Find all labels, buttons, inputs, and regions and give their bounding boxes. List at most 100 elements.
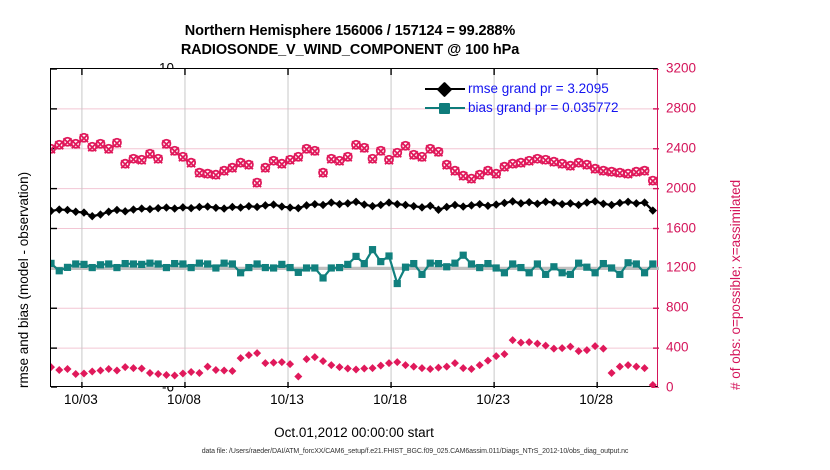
data-marker: [582, 198, 592, 207]
data-marker: [138, 260, 146, 268]
y-tick-label-right: 1200: [666, 259, 697, 275]
chart-legend: rmse grand pr = 3.2095 bias grand pr = 0.…: [425, 79, 619, 117]
legend-item-bias[interactable]: bias grand pr = 0.035772: [425, 98, 619, 117]
data-marker: [401, 361, 410, 370]
data-marker: [491, 169, 501, 179]
data-marker: [220, 259, 228, 267]
data-marker: [623, 169, 633, 179]
data-marker: [79, 132, 89, 143]
data-marker: [442, 362, 451, 371]
data-marker: [104, 365, 113, 374]
data-marker: [51, 259, 55, 267]
data-marker: [169, 145, 180, 156]
data-marker: [517, 263, 525, 272]
data-marker: [599, 259, 607, 268]
data-marker: [335, 263, 344, 272]
data-marker: [483, 166, 493, 176]
data-marker: [88, 211, 97, 221]
data-marker: [252, 202, 262, 212]
y-tick-label-right: 1600: [666, 220, 697, 235]
data-marker: [96, 210, 105, 219]
data-marker: [334, 156, 345, 166]
data-marker: [458, 171, 468, 181]
data-marker: [318, 168, 328, 178]
data-marker: [648, 176, 658, 186]
data-marker: [327, 264, 335, 272]
data-marker: [219, 166, 229, 176]
x-tick-label: 10/03: [64, 392, 98, 407]
data-marker: [88, 367, 97, 376]
data-marker: [145, 369, 154, 378]
x-tick-label: 10/08: [167, 392, 201, 407]
data-marker: [467, 260, 476, 268]
x-tick-label: 10/18: [373, 392, 407, 407]
data-marker: [417, 151, 427, 162]
data-marker: [541, 155, 551, 165]
data-marker: [417, 203, 427, 212]
data-marker: [219, 204, 229, 213]
data-marker: [327, 198, 336, 207]
data-marker: [376, 146, 386, 156]
data-marker: [72, 260, 80, 268]
data-marker: [51, 206, 56, 216]
data-marker: [434, 205, 443, 214]
data-marker: [375, 145, 386, 156]
data-marker: [393, 199, 402, 209]
data-marker: [63, 263, 72, 271]
data-marker: [500, 269, 509, 277]
data-marker: [648, 206, 658, 215]
legend-swatch-diamond-icon: [425, 81, 465, 97]
data-marker: [525, 338, 534, 347]
data-marker: [269, 264, 278, 272]
data-marker: [310, 353, 319, 362]
data-marker: [252, 177, 263, 188]
data-marker: [244, 160, 254, 170]
data-marker: [318, 200, 328, 210]
data-marker: [466, 174, 477, 184]
data-marker: [277, 358, 286, 367]
data-marker: [227, 163, 238, 173]
data-marker: [55, 366, 64, 375]
y-tick-label-right: 0: [666, 379, 674, 395]
data-marker: [228, 260, 236, 268]
data-marker: [80, 260, 88, 268]
data-marker: [71, 139, 81, 149]
data-marker: [51, 363, 55, 372]
data-marker: [433, 147, 444, 157]
data-marker: [103, 143, 114, 154]
data-marker: [549, 157, 559, 167]
data-marker: [484, 259, 492, 268]
data-marker: [55, 267, 63, 275]
data-marker: [178, 152, 188, 162]
data-marker: [153, 153, 164, 164]
data-marker: [647, 175, 658, 186]
data-marker: [581, 159, 592, 170]
data-marker: [170, 371, 179, 380]
data-marker: [112, 366, 121, 375]
legend-item-rmse[interactable]: rmse grand pr = 3.2095: [425, 79, 619, 98]
y-tick-label-right: 2400: [666, 140, 697, 156]
data-marker: [96, 261, 105, 269]
data-marker: [54, 140, 64, 150]
y-tick-label-right: 3200: [666, 60, 697, 76]
data-marker: [319, 274, 327, 282]
data-marker: [615, 198, 625, 208]
data-marker: [491, 200, 501, 209]
data-marker: [71, 207, 80, 216]
data-marker: [624, 361, 633, 370]
data-marker: [575, 259, 583, 267]
data-marker: [441, 159, 452, 170]
data-marker: [96, 366, 105, 375]
x-tick-label: 10/13: [270, 392, 304, 407]
data-marker: [252, 178, 262, 188]
data-marker: [161, 139, 172, 149]
data-marker: [171, 259, 179, 268]
data-marker: [459, 202, 468, 211]
data-marker: [162, 263, 171, 272]
data-marker: [492, 264, 500, 272]
data-marker: [260, 162, 271, 173]
data-marker: [360, 364, 369, 373]
data-marker: [129, 260, 138, 268]
data-marker: [95, 139, 106, 149]
y-tick-label-right: 2800: [666, 100, 697, 116]
